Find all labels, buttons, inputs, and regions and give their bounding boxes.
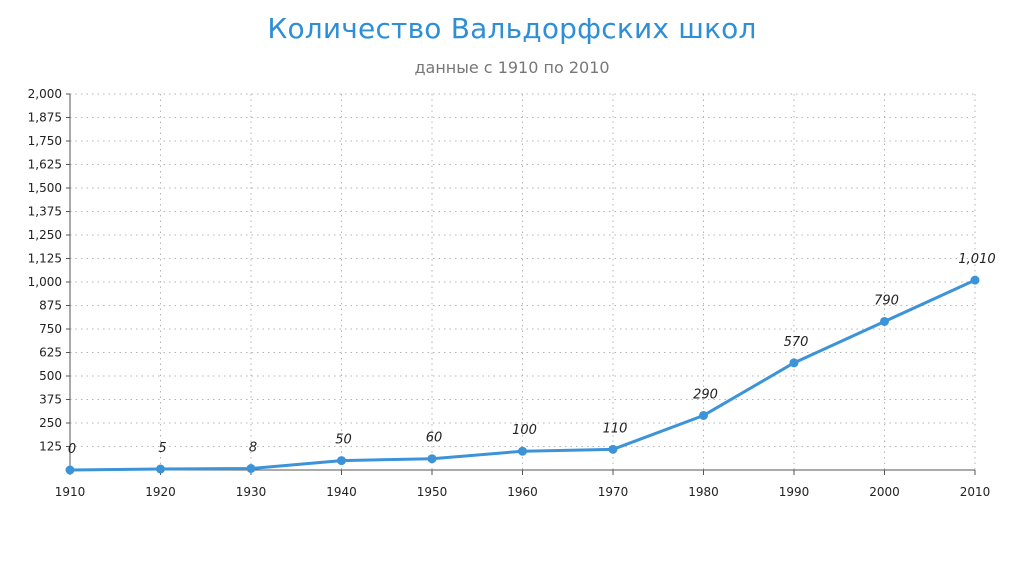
data-label: 100 [512,423,537,438]
data-point [608,444,618,454]
y-tick-label: 250 [39,416,62,430]
data-label: 290 [693,387,718,402]
y-tick-label: 1,000 [28,275,62,289]
y-tick-label: 1,875 [28,111,62,125]
grid [69,93,976,470]
x-tick-label: 1960 [507,485,538,499]
data-label: 0 [68,442,76,457]
y-tick-label: 625 [39,346,62,360]
x-tick-label: 1980 [688,485,719,499]
data-label: 1,010 [958,252,995,267]
y-tick-label: 875 [39,299,62,313]
chart-subtitle: данные с 1910 по 2010 [414,58,610,77]
chart-title: Количество Вальдорфских школ [267,12,757,45]
y-tick-label: 1,375 [28,205,62,219]
y-tick-label: 750 [39,322,62,336]
data-point [65,465,75,475]
y-axis-ticks: 125 250 375 500 625 750 875 1,000 1,125 1,250 1,37… [28,87,62,454]
y-tick-label: 375 [39,393,62,407]
data-point [427,454,437,464]
y-tick-label: 1,750 [28,134,62,148]
x-axis-ticks: 1910 1920 1930 1940 1950 1960 1970 1980 1990 2000… [55,485,991,499]
y-tick-label: 125 [39,440,62,454]
data-point [518,446,527,456]
data-label: 60 [426,431,443,446]
x-tick-label: 1950 [417,485,448,499]
data-label: 570 [784,335,809,350]
data-label: 790 [874,293,899,308]
data-point [880,316,889,326]
y-tick-label: 1,250 [28,228,62,242]
data-point [970,275,980,285]
y-tick-label: 1,625 [28,158,62,172]
x-tick-label: 1920 [145,485,176,499]
x-tick-label: 1940 [326,485,357,499]
data-label: 8 [249,440,257,455]
data-labels: 0 5 8 50 60 100 110 290 570 790 1,010 [68,252,996,457]
data-label: 5 [158,441,166,456]
data-point [337,456,346,466]
x-tick-label: 1990 [779,485,810,499]
x-tick-label: 1970 [598,485,629,499]
data-label: 110 [603,421,628,436]
data-point [246,463,256,473]
y-tick-label: 500 [39,369,62,383]
x-tick-label: 2000 [869,485,900,499]
x-tick-label: 2010 [960,485,991,499]
data-label: 50 [335,433,352,448]
data-point [699,410,708,420]
data-point [789,358,799,368]
x-tick-label: 1930 [236,485,267,499]
y-tick-label: 1,500 [28,181,62,195]
series [65,275,980,475]
x-tick-label: 1910 [55,485,86,499]
axes [66,93,976,475]
y-tick-label: 2,000 [28,87,62,101]
y-tick-label: 1,125 [28,252,62,266]
data-point [156,464,165,474]
